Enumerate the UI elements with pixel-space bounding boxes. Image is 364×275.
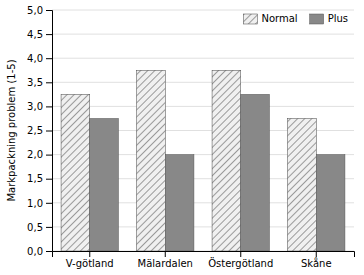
y-tick-label: 2,0 <box>27 149 43 160</box>
legend-swatch <box>310 14 324 24</box>
x-tick-label: Skåne <box>301 257 332 269</box>
x-tick-mark <box>316 251 317 257</box>
y-tick-mark <box>46 106 52 107</box>
y-tick: 1,5 <box>27 173 52 184</box>
y-tick: 4,5 <box>27 29 52 40</box>
bar <box>61 94 90 251</box>
x-tick-label: V-götland <box>66 258 114 269</box>
y-tick-mark <box>46 155 52 156</box>
y-tick-label: 0,0 <box>27 246 43 257</box>
legend-item: Plus <box>310 13 348 24</box>
grid-line <box>52 82 354 83</box>
bar <box>90 118 119 251</box>
x-tick-label: Mälardalen <box>138 258 193 269</box>
x-tick: V-götland <box>66 251 114 269</box>
bars <box>61 70 345 251</box>
x-tick: Östergötland <box>208 251 273 269</box>
bar <box>241 94 270 251</box>
y-tick: 2,0 <box>27 149 52 160</box>
grid-line <box>52 34 354 35</box>
y-tick-mark <box>46 227 52 228</box>
y-tick-mark <box>46 131 52 132</box>
x-tick: Mälardalen <box>138 251 193 269</box>
y-tick-label: 2,5 <box>27 125 43 136</box>
y-tick-mark <box>46 203 52 204</box>
x-tick-mark <box>165 251 166 257</box>
x-tick-mark <box>89 251 90 257</box>
y-tick-label: 3,0 <box>27 101 43 112</box>
legend-label: Normal <box>261 13 297 24</box>
x-tick: Skåne <box>301 251 332 269</box>
x-tick-label: Östergötland <box>208 257 273 269</box>
y-tick: 1,0 <box>27 198 52 209</box>
y-tick-mark <box>46 82 52 83</box>
x-axis: V-götland Mälardalen Östergötland Skåne <box>53 251 355 269</box>
bar-series <box>61 70 316 251</box>
bar <box>137 70 166 251</box>
y-tick-mark <box>46 179 52 180</box>
bar <box>212 70 241 251</box>
y-tick-label: 3,5 <box>27 77 43 88</box>
y-tick-label: 1,0 <box>27 198 43 209</box>
y-tick-label: 1,5 <box>27 173 43 184</box>
legend: Normal Plus <box>243 13 348 24</box>
y-tick: 0,5 <box>27 222 52 233</box>
y-tick-label: 0,5 <box>27 222 43 233</box>
x-axis-line <box>53 252 355 258</box>
legend-swatch <box>243 14 257 24</box>
x-tick-mark <box>240 251 241 257</box>
y-axis-line <box>46 11 53 252</box>
bar <box>165 155 194 251</box>
y-tick-mark <box>46 58 52 59</box>
bar <box>288 118 317 251</box>
legend-label: Plus <box>328 13 348 24</box>
y-tick-mark <box>46 10 52 11</box>
y-tick-mark <box>46 251 52 252</box>
chart: V-götlandMälardalenÖstergötlandSkåne0,00… <box>0 0 364 275</box>
grid-line <box>52 10 354 11</box>
y-tick-label: 4,0 <box>27 53 43 64</box>
y-tick: 4,0 <box>27 53 52 64</box>
y-tick: 2,5 <box>27 125 52 136</box>
y-axis-title: Markpackning problem (1-5) <box>6 59 17 201</box>
grid-line <box>52 58 354 59</box>
bar <box>316 155 345 251</box>
y-tick-label: 4,5 <box>27 29 43 40</box>
plot: V-götlandMälardalenÖstergötlandSkåne0,00… <box>27 5 354 269</box>
y-axis: 0,0 0,5 1,0 1,5 2,0 2,5 3,0 3,5 4,0 4,5 5,0 <box>27 5 52 257</box>
y-tick-mark <box>46 34 52 35</box>
y-tick: 0,0 <box>27 246 52 257</box>
bar-series <box>90 94 345 251</box>
y-tick-label: 5,0 <box>27 5 43 16</box>
grid-line <box>52 106 354 107</box>
y-tick: 5,0 <box>27 5 52 16</box>
legend-item: Normal <box>243 13 297 24</box>
y-tick: 3,0 <box>27 101 52 112</box>
grid <box>52 10 354 251</box>
y-tick: 3,5 <box>27 77 52 88</box>
